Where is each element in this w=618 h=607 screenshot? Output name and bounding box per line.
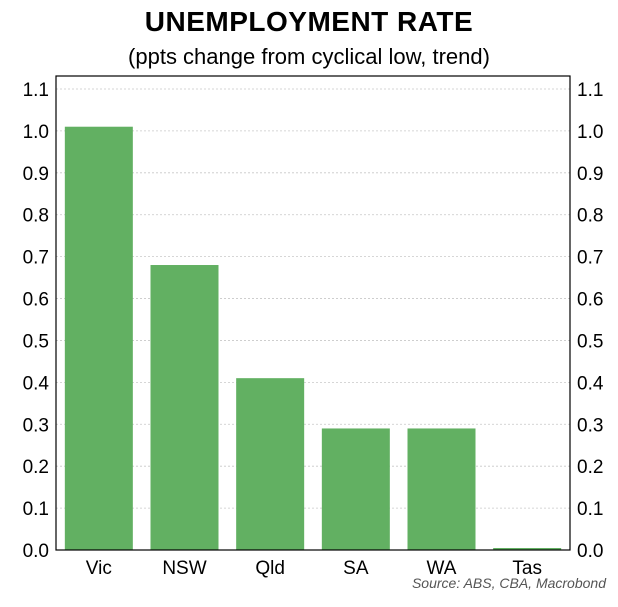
x-category-label: Vic	[86, 558, 112, 579]
chart-subtitle: (ppts change from cyclical low, trend)	[128, 44, 490, 69]
bar-qld	[236, 378, 305, 550]
y-tick-label-left: 0.2	[23, 457, 49, 478]
x-category-label: Tas	[512, 558, 542, 579]
plot-frame	[55, 75, 571, 551]
y-tick-label-right: 0.6	[577, 290, 603, 311]
x-axis-categories: Vic NSW Qld SA WA Tas	[86, 558, 542, 579]
y-tick-label-right: 0.8	[577, 206, 603, 227]
y-tick-label-right: 0.9	[577, 164, 603, 185]
y-tick-label-left: 0.7	[23, 248, 49, 269]
bar-wa	[407, 428, 476, 550]
chart-title: UNEMPLOYMENT RATE	[144, 6, 474, 37]
y-tick-label-left: 0.0	[23, 541, 49, 562]
y-tick-label-left: 0.3	[23, 415, 49, 436]
y-tick-label-left: 0.9	[23, 164, 49, 185]
bar-vic	[64, 126, 133, 550]
x-category-label: Qld	[255, 558, 285, 579]
y-tick-label-right: 0.4	[577, 373, 604, 394]
bar-nsw	[150, 265, 219, 550]
y-tick-label-right: 0.0	[577, 541, 603, 562]
y-tick-label-right: 0.2	[577, 457, 603, 478]
source-note: Source: ABS, CBA, Macrobond	[411, 575, 606, 591]
y-tick-label-right: 1.1	[577, 80, 603, 101]
x-category-label: SA	[343, 558, 369, 579]
bar-tas	[493, 548, 562, 550]
y-tick-label-left: 0.1	[23, 499, 49, 520]
y-tick-label-right: 0.5	[577, 331, 603, 352]
gridlines	[56, 88, 570, 509]
x-category-label: NSW	[162, 558, 206, 579]
y-tick-label-left: 0.5	[23, 331, 49, 352]
y-axis-left: 0.0 0.1 0.2 0.3 0.4 0.5 0.6 0.7 0.8 0.9 1.0 1.1	[23, 80, 50, 562]
y-tick-label-left: 0.6	[23, 290, 49, 311]
y-tick-label-left: 0.8	[23, 206, 49, 227]
bars	[64, 126, 562, 550]
y-axis-right: 0.0 0.1 0.2 0.3 0.4 0.5 0.6 0.7 0.8 0.9 1.0 1.1	[577, 80, 604, 562]
x-category-label: WA	[427, 558, 457, 579]
y-tick-label-left: 1.1	[23, 80, 49, 101]
y-tick-label-left: 0.4	[23, 373, 50, 394]
y-tick-label-left: 1.0	[23, 122, 49, 143]
y-tick-label-right: 1.0	[577, 122, 603, 143]
bar-sa	[321, 428, 390, 550]
y-tick-label-right: 0.7	[577, 248, 603, 269]
y-tick-label-right: 0.1	[577, 499, 603, 520]
y-tick-label-right: 0.3	[577, 415, 603, 436]
